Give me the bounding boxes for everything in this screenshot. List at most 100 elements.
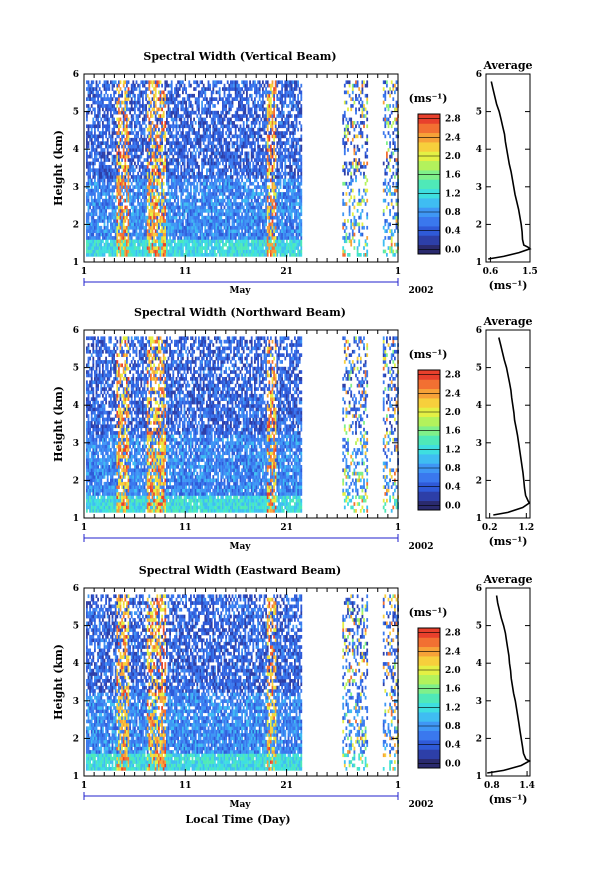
heatmap-cell — [96, 124, 98, 128]
heatmap-cell — [126, 233, 128, 237]
heatmap-cell — [97, 94, 99, 98]
heatmap-cell — [177, 182, 179, 186]
heatmap-cell — [137, 121, 139, 125]
heatmap-cell — [174, 97, 176, 101]
heatmap-cell — [92, 118, 94, 122]
heatmap-cell — [97, 175, 99, 179]
heatmap-cell — [107, 145, 109, 149]
heatmap-cell — [148, 212, 150, 216]
heatmap-cell — [156, 179, 158, 183]
heatmap-cell — [102, 131, 104, 135]
heatmap-cell — [147, 155, 149, 159]
heatmap-cell — [107, 87, 109, 91]
heatmap-cell — [152, 168, 154, 172]
heatmap-cell — [96, 148, 98, 152]
heatmap-cell — [139, 192, 141, 196]
heatmap-cell — [91, 216, 93, 220]
heatmap-cell — [94, 243, 96, 247]
heatmap-cell — [155, 138, 157, 142]
heatmap-cell — [99, 141, 101, 145]
heatmap-cell — [131, 250, 133, 254]
heatmap-cell — [177, 111, 179, 115]
heatmap-cell — [176, 226, 178, 230]
heatmap-cell — [110, 114, 112, 118]
heatmap-cell — [136, 80, 138, 84]
heatmap-cell — [171, 87, 173, 91]
heatmap-cell — [115, 250, 117, 254]
heatmap-cell — [116, 216, 118, 220]
heatmap-cell — [116, 118, 118, 122]
heatmap-cell — [148, 239, 150, 243]
heatmap-cell — [113, 216, 115, 220]
heatmap-cell — [155, 114, 157, 118]
heatmap-cell — [120, 80, 122, 84]
heatmap-cell — [116, 195, 118, 199]
heatmap-cell — [120, 94, 122, 98]
heatmap-cell — [176, 94, 178, 98]
heatmap-cell — [145, 192, 147, 196]
heatmap-cell — [171, 209, 173, 213]
heatmap-cell — [91, 111, 93, 115]
heatmap-cell — [126, 84, 128, 88]
heatmap-cell — [148, 233, 150, 237]
heatmap-cell — [112, 121, 114, 125]
heatmap-cell — [150, 236, 152, 240]
heatmap-cell — [156, 158, 158, 162]
heatmap-cell — [121, 229, 123, 233]
heatmap-cell — [153, 138, 155, 142]
heatmap-cell — [94, 121, 96, 125]
heatmap-cell — [163, 101, 165, 105]
heatmap-cell — [180, 212, 182, 216]
heatmap-cell — [168, 212, 170, 216]
heatmap-cell — [169, 141, 171, 145]
heatmap-cell — [92, 172, 94, 176]
heatmap-cell — [161, 189, 163, 193]
heatmap-cell — [88, 131, 90, 135]
heatmap-cell — [144, 168, 146, 172]
heatmap-cell — [164, 162, 166, 166]
heatmap-cell — [107, 226, 109, 230]
heatmap-cell — [166, 229, 168, 233]
heatmap-cell — [153, 246, 155, 250]
heatmap-cell — [94, 168, 96, 172]
heatmap-cell — [139, 158, 141, 162]
heatmap-cell — [139, 111, 141, 115]
heatmap-cell — [171, 206, 173, 210]
heatmap-cell — [150, 124, 152, 128]
heatmap-cell — [176, 97, 178, 101]
heatmap-cell — [166, 253, 168, 257]
heatmap-cell — [115, 179, 117, 183]
heatmap-cell — [116, 104, 118, 108]
heatmap-cell — [99, 168, 101, 172]
heatmap-cell — [134, 141, 136, 145]
heatmap-cell — [104, 206, 106, 210]
heatmap-cell — [171, 131, 173, 135]
heatmap-cell — [128, 189, 130, 193]
heatmap-cell — [150, 192, 152, 196]
heatmap-cell — [140, 155, 142, 159]
heatmap-cell — [128, 152, 130, 156]
heatmap-cell — [177, 152, 179, 156]
heatmap-cell — [144, 229, 146, 233]
heatmap-cell — [158, 219, 160, 223]
heatmap-cell — [99, 212, 101, 216]
heatmap-cell — [115, 199, 117, 203]
heatmap-cell — [169, 124, 171, 128]
heatmap-cell — [150, 202, 152, 206]
heatmap-cell — [124, 239, 126, 243]
heatmap-cell — [115, 138, 117, 142]
heatmap-cell — [155, 246, 157, 250]
heatmap-cell — [86, 229, 88, 233]
heatmap-cell — [160, 216, 162, 220]
heatmap-cell — [121, 108, 123, 112]
heatmap-cell — [176, 87, 178, 91]
heatmap-cell — [107, 111, 109, 115]
heatmap-cell — [160, 145, 162, 149]
heatmap-cell — [126, 212, 128, 216]
heatmap-cell — [86, 253, 88, 257]
heatmap-cell — [128, 158, 130, 162]
heatmap-cell — [155, 84, 157, 88]
heatmap-cell — [118, 124, 120, 128]
heatmap-cell — [148, 131, 150, 135]
heatmap-cell — [171, 175, 173, 179]
